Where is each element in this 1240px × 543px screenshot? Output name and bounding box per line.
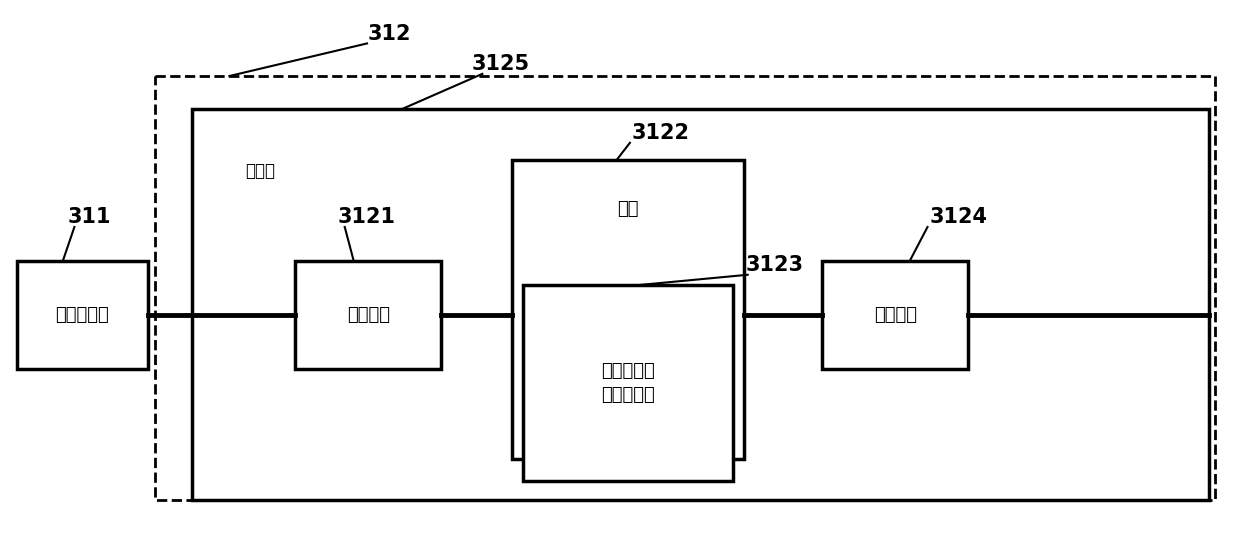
Text: 311: 311: [67, 207, 112, 227]
Bar: [512, 160, 744, 459]
Text: 靶核: 靶核: [618, 200, 639, 218]
Text: 屏蔽体: 屏蔽体: [246, 162, 275, 180]
Text: 3124: 3124: [930, 207, 987, 227]
Text: 束流孔道: 束流孔道: [347, 306, 389, 324]
Text: 3122: 3122: [632, 123, 689, 143]
Bar: [17, 261, 148, 369]
Bar: [295, 261, 441, 369]
Text: 生产应用装
置冷却系统: 生产应用装 置冷却系统: [601, 362, 655, 403]
Text: 3125: 3125: [472, 54, 529, 74]
Bar: [155, 76, 1215, 500]
Bar: [822, 261, 968, 369]
Text: 引出孔道: 引出孔道: [874, 306, 916, 324]
Text: 3123: 3123: [746, 255, 804, 275]
Bar: [523, 285, 733, 481]
Bar: [192, 109, 1209, 500]
Text: 3121: 3121: [339, 207, 396, 227]
Text: 生产传输段: 生产传输段: [56, 306, 109, 324]
Text: 312: 312: [367, 24, 412, 43]
